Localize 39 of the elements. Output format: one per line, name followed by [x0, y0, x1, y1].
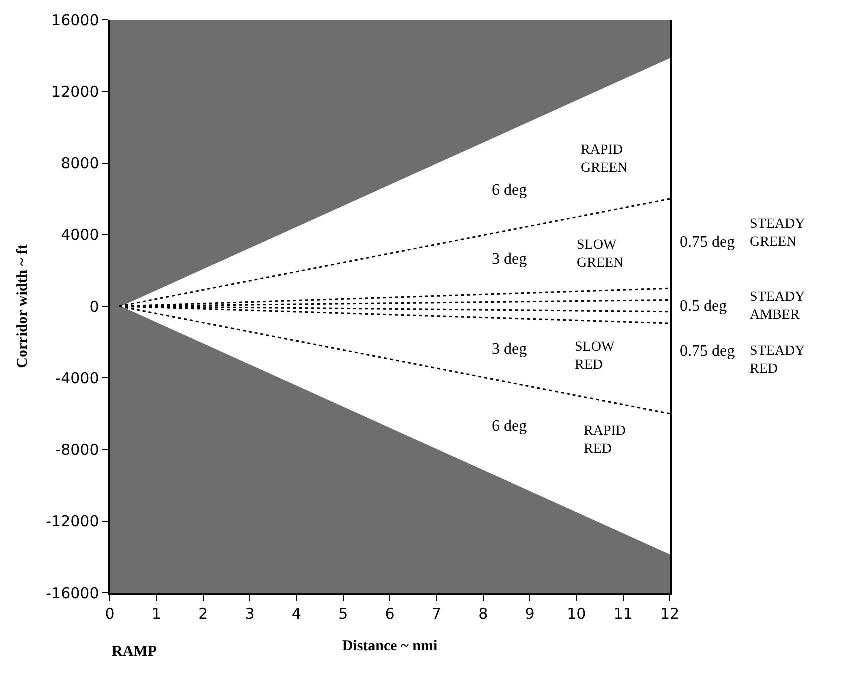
x-tick-label: 1	[152, 604, 162, 623]
y-tick-label: 4000	[61, 226, 100, 244]
y-tick-label: -16000	[46, 584, 100, 602]
text: 0.75 deg	[680, 234, 736, 251]
x-tick-label: 10	[567, 604, 586, 623]
y-tick-label: 8000	[61, 154, 100, 172]
x-tick-label: 4	[292, 604, 302, 623]
x-tick-label: 11	[614, 604, 633, 623]
annotation: 3 deg	[492, 251, 528, 268]
x-tick-label: 7	[432, 604, 442, 623]
y-tick-label: 16000	[52, 11, 100, 30]
y-axis-title: Corridor width ~ ft	[14, 244, 31, 368]
x-tick-label: 5	[338, 604, 348, 623]
x-tick-label: 12	[660, 604, 680, 623]
y-tick-label: -12000	[46, 512, 100, 531]
x-tick-label: 3	[245, 604, 255, 623]
annotation: RAPID GREEN	[581, 143, 628, 176]
x-tick-label: 8	[478, 604, 488, 623]
y-tick-label: -8000	[56, 441, 100, 459]
text: 0.5 deg	[680, 298, 728, 315]
text: STEADY RED	[750, 344, 806, 378]
text: 0.75 deg	[680, 343, 736, 360]
y-tick-label: 12000	[52, 82, 100, 101]
annotation: SLOW GREEN	[577, 238, 624, 272]
text: STEADY AMBER	[750, 290, 806, 324]
annotation: RAPID RED	[584, 424, 626, 458]
annotation: 6 deg	[492, 182, 528, 199]
x-axis-title: Distance ~ nmi	[342, 638, 438, 654]
x-tick-label: 9	[525, 604, 535, 623]
text: RAMP	[112, 644, 157, 660]
y-tick-label: 0	[90, 298, 100, 316]
annotation: 3 deg	[492, 341, 528, 358]
y-tick-label: -4000	[56, 369, 100, 388]
annotation: SLOW RED	[575, 340, 616, 374]
x-tick-label: 2	[198, 604, 208, 623]
annotation: 6 deg	[492, 418, 528, 435]
text: STEADY GREEN	[750, 217, 806, 250]
x-tick-label: 6	[385, 604, 395, 623]
x-tick-label: 0	[105, 604, 115, 623]
